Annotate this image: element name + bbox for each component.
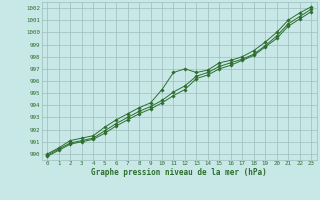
- X-axis label: Graphe pression niveau de la mer (hPa): Graphe pression niveau de la mer (hPa): [91, 168, 267, 177]
